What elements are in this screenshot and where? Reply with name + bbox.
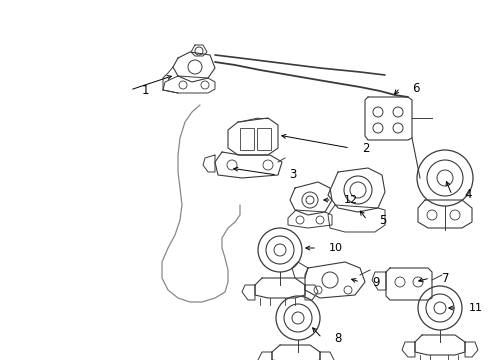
Text: 8: 8: [333, 332, 341, 345]
Bar: [257, 128, 270, 150]
Text: 11: 11: [468, 303, 482, 313]
Bar: [240, 128, 253, 150]
Text: 2: 2: [361, 141, 369, 154]
Text: 3: 3: [288, 168, 296, 181]
Text: 4: 4: [463, 189, 470, 202]
Text: 5: 5: [378, 213, 386, 226]
Text: 7: 7: [441, 271, 448, 284]
Text: 6: 6: [411, 81, 419, 94]
Text: 1: 1: [142, 84, 149, 96]
Text: 10: 10: [328, 243, 342, 253]
Text: 9: 9: [371, 275, 379, 288]
Text: 12: 12: [343, 195, 357, 205]
